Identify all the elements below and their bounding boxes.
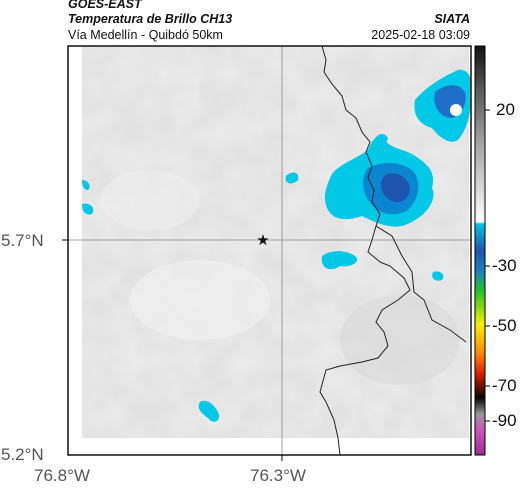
convective-cloud-northeast [374, 69, 471, 146]
star-marker: ★ [256, 231, 269, 249]
department-border [319, 46, 411, 455]
agency-label: SIATA [434, 12, 470, 26]
lon-label-left: 76.8°W [34, 466, 90, 485]
satellite-title: GOES-EAST [68, 0, 142, 11]
colorbar-label-minus90: -90 [492, 411, 517, 430]
small-cloud-cells [82, 172, 444, 422]
region-subtitle: Vía Medellín - Quibdó 50km [68, 28, 223, 42]
colorbar-label-minus50: -50 [492, 316, 517, 335]
lat-label-lower: 5.2°N [1, 445, 44, 464]
timestamp-label: 2025-02-18 03:09 [371, 28, 470, 42]
convective-cloud-east [324, 136, 434, 227]
colorbar-label-minus70: -70 [492, 376, 517, 395]
lat-label-upper: 5.7°N [1, 231, 44, 250]
colorbar-label-minus30: -30 [492, 256, 517, 275]
river-line [375, 225, 467, 343]
product-title: Temperatura de Brillo CH13 [68, 12, 233, 26]
lon-label-right: 76.3°W [250, 466, 306, 485]
colorbar-label-20: 20 [496, 100, 515, 119]
map-frame [67, 45, 472, 456]
colorbar [474, 45, 490, 456]
